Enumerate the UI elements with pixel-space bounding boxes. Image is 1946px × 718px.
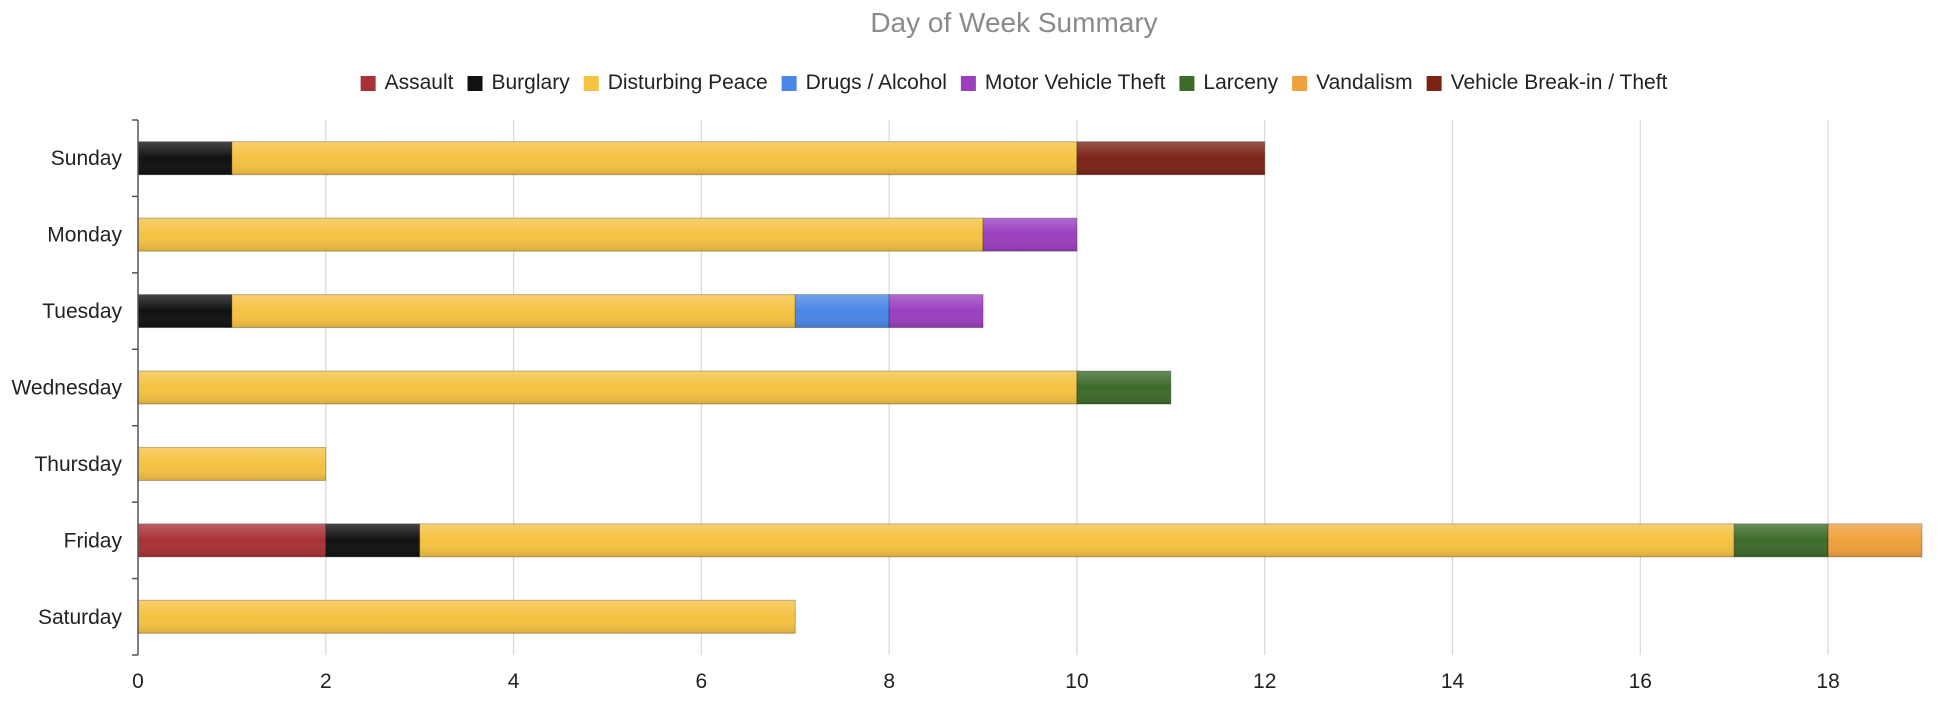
- bar-shading: [138, 523, 326, 557]
- bar-monday-motor-vehicle-theft: [982, 217, 1078, 252]
- y-tick-label-wednesday: Wednesday: [11, 377, 122, 400]
- x-tick-label-0: 0: [132, 670, 144, 693]
- x-tick-label-2: 2: [320, 670, 332, 693]
- legend-item-motor-vehicle-theft[interactable]: Motor Vehicle Theft: [960, 71, 1166, 94]
- axes: [132, 119, 139, 656]
- bars: [137, 141, 1923, 634]
- bar-tuesday-drugs-alcohol: [794, 294, 890, 329]
- legend-swatch: [360, 76, 376, 91]
- x-tick-label-12: 12: [1253, 670, 1276, 693]
- x-tick-label-8: 8: [883, 670, 895, 693]
- legend-label: Vehicle Break-in / Theft: [1451, 71, 1668, 94]
- x-tick-label-4: 4: [508, 670, 520, 693]
- legend-swatch: [583, 76, 599, 91]
- bar-shading: [231, 294, 796, 328]
- legend-swatch: [781, 76, 797, 91]
- legend-item-drugs-alcohol[interactable]: Drugs / Alcohol: [781, 71, 947, 94]
- y-tick-label-monday: Monday: [47, 224, 122, 247]
- legend-label: Disturbing Peace: [608, 71, 768, 94]
- legend-item-burglary[interactable]: Burglary: [467, 71, 571, 94]
- legend: Assault Burglary Disturbing Peace Drugs / A…: [360, 71, 1668, 94]
- legend-label: Drugs / Alcohol: [806, 71, 947, 94]
- bar-tuesday-disturbing-peace: [231, 294, 796, 329]
- bar-saturday-disturbing-peace: [137, 599, 796, 634]
- legend-item-vandalism[interactable]: Vandalism: [1292, 71, 1413, 94]
- bar-friday-vandalism: [1827, 523, 1923, 558]
- bar-sunday-burglary: [137, 141, 233, 176]
- legend-item-disturbing-peace[interactable]: Disturbing Peace: [583, 71, 768, 94]
- legend-swatch: [1179, 76, 1195, 91]
- bar-shading: [795, 294, 890, 328]
- legend-label: Motor Vehicle Theft: [985, 71, 1166, 94]
- legend-swatch: [1292, 76, 1308, 91]
- bar-shading: [1076, 141, 1265, 175]
- bar-shading: [138, 371, 1077, 404]
- bar-shading: [1076, 371, 1171, 404]
- bar-friday-disturbing-peace: [419, 523, 1735, 558]
- y-tick-label-friday: Friday: [64, 529, 123, 552]
- legend-swatch: [960, 76, 976, 91]
- bar-wednesday-larceny: [1076, 370, 1172, 405]
- x-tick-label-16: 16: [1629, 670, 1652, 693]
- legend-swatch: [1426, 76, 1442, 91]
- bar-shading: [1734, 523, 1829, 557]
- bar-shading: [1828, 523, 1922, 557]
- y-axis-labels: Sunday Monday Tuesday Wednesday Thursday Frid…: [11, 147, 122, 629]
- bar-friday-larceny: [1733, 523, 1829, 558]
- bar-friday-assault: [137, 523, 327, 558]
- bar-monday-disturbing-peace: [137, 217, 984, 252]
- chart-title: Day of Week Summary: [870, 7, 1157, 38]
- bar-shading: [138, 218, 984, 252]
- x-axis-labels: 0 2 4 6 8 10 12 14 16 18: [132, 670, 1840, 693]
- bar-sunday-vehicle-break-in-theft: [1076, 141, 1266, 176]
- bar-tuesday-burglary: [137, 294, 233, 329]
- bar-shading: [325, 523, 420, 557]
- bar-shading: [138, 294, 232, 328]
- x-tick-label-6: 6: [696, 670, 708, 693]
- legend-swatch: [467, 76, 483, 91]
- legend-label: Burglary: [492, 71, 571, 94]
- legend-label: Larceny: [1203, 71, 1278, 94]
- y-tick-label-tuesday: Tuesday: [42, 300, 122, 323]
- bar-sunday-disturbing-peace: [231, 141, 1078, 176]
- x-tick-label-18: 18: [1816, 670, 1839, 693]
- bar-shading: [138, 141, 232, 175]
- bar-shading: [889, 294, 984, 328]
- y-tick-label-thursday: Thursday: [34, 453, 122, 476]
- bar-wednesday-disturbing-peace: [137, 370, 1078, 405]
- legend-label: Vandalism: [1316, 71, 1413, 94]
- legend-item-larceny[interactable]: Larceny: [1179, 71, 1279, 94]
- bar-friday-burglary: [325, 523, 421, 558]
- bar-shading: [138, 600, 796, 634]
- bar-shading: [231, 141, 1077, 175]
- x-tick-label-10: 10: [1065, 670, 1088, 693]
- y-tick-label-saturday: Saturday: [38, 606, 123, 629]
- legend-label: Assault: [385, 71, 454, 94]
- bar-shading: [419, 523, 1735, 557]
- bar-tuesday-motor-vehicle-theft: [888, 294, 984, 329]
- y-tick-label-sunday: Sunday: [51, 147, 123, 170]
- bar-thursday-disturbing-peace: [137, 446, 327, 481]
- bar-shading: [983, 218, 1077, 252]
- legend-item-assault[interactable]: Assault: [360, 71, 454, 94]
- bar-shading: [138, 447, 326, 481]
- x-tick-label-14: 14: [1441, 670, 1465, 693]
- legend-item-vehicle-break-in-theft[interactable]: Vehicle Break-in / Theft: [1426, 71, 1668, 94]
